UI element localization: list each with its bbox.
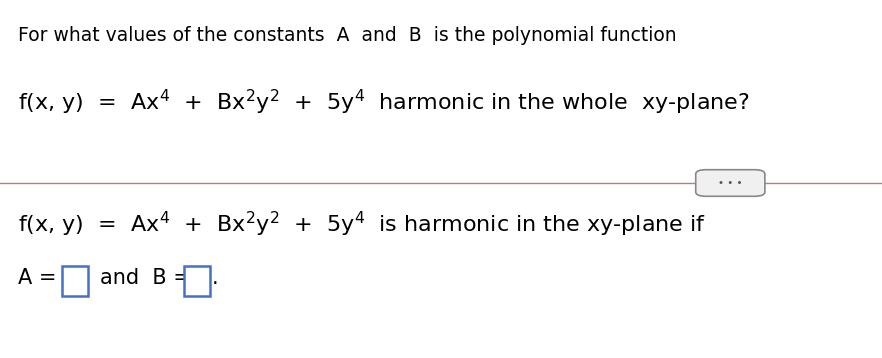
FancyBboxPatch shape [184,266,210,296]
Text: f(x, y)  =  Ax$^4$  +  Bx$^2$y$^2$  +  5y$^4$  harmonic in the whole  xy-plane?: f(x, y) = Ax$^4$ + Bx$^2$y$^2$ + 5y$^4$ … [18,88,750,117]
Text: and  B =: and B = [100,268,198,288]
FancyBboxPatch shape [62,266,88,296]
Text: For what values of the constants  A  and  B  is the polynomial function: For what values of the constants A and B… [18,26,676,45]
Text: • • •: • • • [718,178,743,188]
Text: .: . [212,268,219,288]
Text: f(x, y)  =  Ax$^4$  +  Bx$^2$y$^2$  +  5y$^4$  is harmonic in the xy-plane if: f(x, y) = Ax$^4$ + Bx$^2$y$^2$ + 5y$^4$ … [18,210,706,239]
Text: A =: A = [18,268,64,288]
FancyBboxPatch shape [696,170,765,196]
